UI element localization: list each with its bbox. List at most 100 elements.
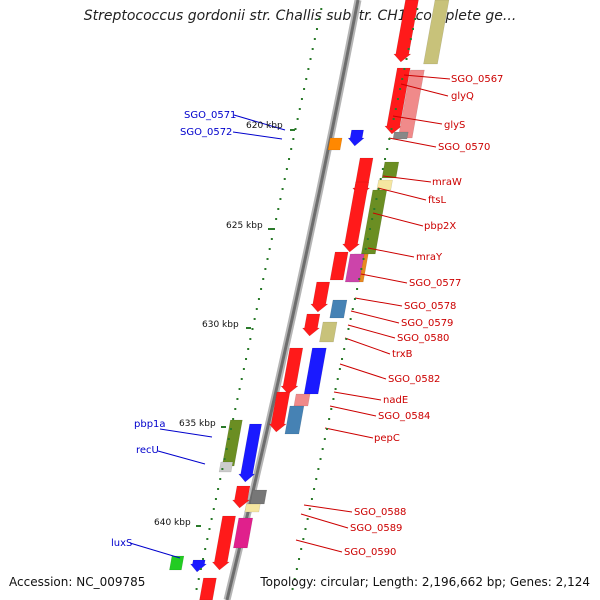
tick-dot-left	[318, 18, 321, 20]
gene-label-mraY[interactable]: mraY	[416, 252, 443, 263]
tick-dot-right	[411, 28, 414, 30]
tick-dot-right	[384, 158, 387, 160]
leader-red-14	[333, 391, 382, 401]
gene-pbp2X-arrow[interactable]	[342, 181, 370, 253]
gene-SGO_0588-b[interactable]	[249, 489, 268, 505]
tick-dot-right	[332, 398, 335, 400]
gene-label-SGO_0579[interactable]: SGO_0579	[401, 318, 453, 329]
gene-label-SGO_0589[interactable]: SGO_0589	[350, 523, 402, 534]
tick-dot-left	[288, 158, 291, 160]
leader-red-11	[347, 324, 396, 339]
gene-SGO_0591[interactable]	[199, 577, 217, 600]
tick-dot-right	[390, 128, 393, 130]
tick-dot-right	[414, 18, 417, 20]
tick-dot-left	[212, 508, 215, 510]
gene-label-recU[interactable]: recU	[136, 445, 159, 456]
gene-label-luxS[interactable]: luxS	[111, 538, 132, 549]
gene-label-SGO_0590[interactable]: SGO_0590	[344, 547, 396, 558]
tick-dot-left	[264, 268, 267, 270]
gene-label-SGO_0571[interactable]: SGO_0571	[184, 110, 236, 121]
leader-red-6	[372, 212, 424, 227]
accession-text: Accession: NC_009785	[9, 575, 146, 589]
tick-dot-left	[313, 38, 316, 40]
gene-luxS-b[interactable]	[189, 559, 208, 573]
gene-label-SGO_0578[interactable]: SGO_0578	[404, 301, 456, 312]
tick-dot-left	[266, 258, 269, 260]
gene-SGO_0589[interactable]	[244, 503, 261, 513]
tick-major-4	[196, 525, 201, 527]
tick-dot-right	[293, 578, 296, 580]
tick-dot-left	[227, 438, 230, 440]
gene-ftsL[interactable]	[376, 179, 393, 191]
gene-label-nadE[interactable]: nadE	[383, 395, 408, 406]
gene-label-ftsL[interactable]: ftsL	[428, 195, 446, 206]
gene-label-SGO_0567[interactable]: SGO_0567	[451, 74, 503, 85]
gene-recU[interactable]	[238, 423, 262, 483]
tick-dot-right	[399, 88, 402, 90]
gene-recU-b[interactable]	[218, 461, 234, 473]
tick-dot-right	[407, 48, 410, 50]
tick-dot-left	[303, 88, 306, 90]
leader-blue-3	[157, 450, 206, 465]
gene-label-mraW[interactable]: mraW	[432, 177, 462, 188]
tick-dot-right	[405, 58, 408, 60]
leader-red-5	[377, 187, 427, 201]
gene-SGO_0582-arrow[interactable]	[280, 347, 304, 395]
gene-SGO_0579[interactable]	[329, 299, 348, 319]
gene-SGO_0570[interactable]	[392, 131, 409, 140]
tick-dot-left	[296, 118, 299, 120]
gene-label-SGO_0572[interactable]: SGO_0572	[180, 127, 232, 138]
gene-mraY-b[interactable]	[344, 253, 365, 283]
tick-major-0	[290, 129, 295, 131]
gene-label-pbp2X[interactable]: pbp2X	[424, 221, 456, 232]
tick-label-640: 640 kbp	[154, 518, 191, 528]
gene-mraY-arrow[interactable]	[329, 251, 349, 281]
tick-dot-left	[234, 408, 237, 410]
tick-dot-left	[309, 58, 312, 60]
tick-dot-left	[281, 188, 284, 190]
gene-SGO_0567[interactable]	[423, 0, 450, 65]
tick-dot-right	[394, 108, 397, 110]
leader-blue-0	[233, 114, 286, 131]
tick-dot-right	[403, 68, 406, 70]
tick-dot-right	[364, 248, 367, 250]
tick-dot-right	[310, 498, 313, 500]
gene-label-pbp1a[interactable]: pbp1a	[134, 419, 166, 430]
coordinate-ticks	[195, 8, 419, 590]
gene-label-trxB[interactable]: trxB	[392, 349, 413, 360]
gene-SGO_0588-arrow[interactable]	[231, 485, 251, 509]
tick-dot-right	[416, 8, 419, 10]
gene-label-SGO_0588[interactable]: SGO_0588	[354, 507, 406, 518]
gene-label-SGO_0570[interactable]: SGO_0570	[438, 142, 490, 153]
tick-dot-left	[206, 538, 209, 540]
gene-SGO_0566[interactable]	[393, 0, 419, 63]
gene-SGO_0584[interactable]	[284, 405, 305, 435]
tick-dot-right	[334, 388, 337, 390]
gene-nadE[interactable]	[293, 393, 311, 407]
gene-label-SGO_0577[interactable]: SGO_0577	[409, 278, 461, 289]
gene-SGO_0571[interactable]	[347, 129, 365, 147]
tick-dot-left	[197, 578, 200, 580]
gene-SGO_0582[interactable]	[303, 347, 327, 395]
gene-SGO_0572[interactable]	[327, 137, 343, 151]
gene-SGO_0590-b[interactable]	[233, 517, 254, 549]
gene-pepC-arrow[interactable]	[268, 391, 291, 433]
tick-dot-left	[249, 338, 252, 340]
gene-label-pepC[interactable]: pepC	[374, 433, 400, 444]
gene-label-glyQ[interactable]: glyQ	[451, 91, 474, 102]
backbone-core	[225, 0, 360, 600]
gene-SGO_0578-arrow[interactable]	[310, 281, 331, 313]
gene-label-SGO_0584[interactable]: SGO_0584	[378, 411, 430, 422]
gene-label-SGO_0580[interactable]: SGO_0580	[397, 333, 449, 344]
tick-dot-right	[328, 418, 331, 420]
gene-SGO_0580-arrow[interactable]	[301, 313, 321, 337]
gene-label-SGO_0582[interactable]: SGO_0582	[388, 374, 440, 385]
gene-mraW[interactable]	[381, 161, 400, 179]
gene-glyS[interactable]	[397, 69, 425, 139]
leader-blue-2	[159, 428, 213, 438]
gene-pbp1a[interactable]	[221, 419, 243, 467]
gene-luxS[interactable]	[169, 555, 185, 571]
gene-trxB[interactable]	[319, 321, 338, 343]
gene-SGO_0590-arrow[interactable]	[211, 515, 236, 571]
gene-label-glyS[interactable]: glyS	[444, 120, 465, 131]
